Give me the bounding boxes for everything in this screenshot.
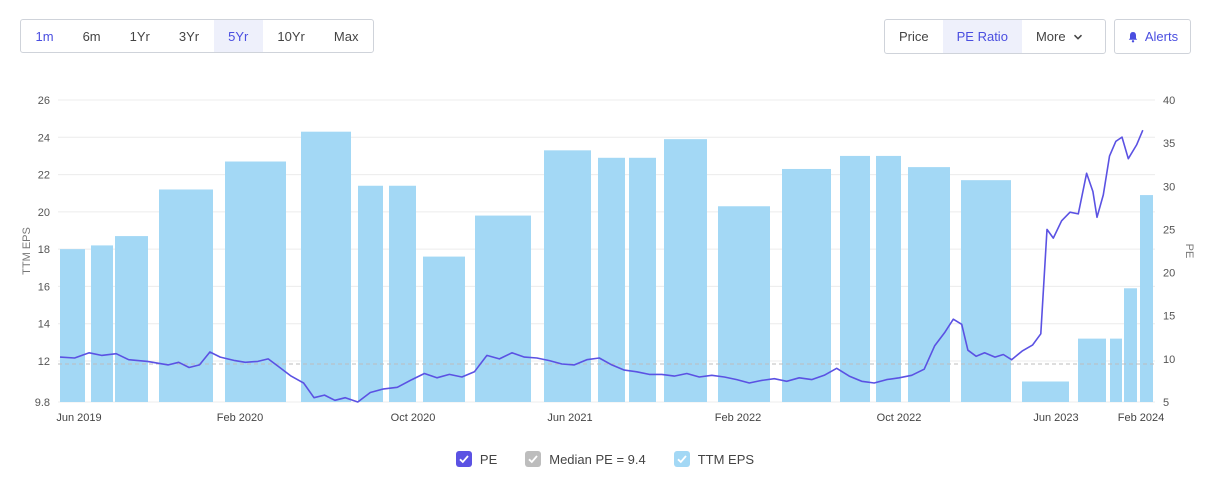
alerts-label: Alerts: [1144, 29, 1179, 44]
alerts-button[interactable]: Alerts: [1114, 19, 1191, 54]
right-axis: 5 10 15 20 25 30 35 40 PE: [1163, 95, 1195, 409]
range-5yr-button[interactable]: 5Yr: [213, 20, 263, 52]
checkbox-checked-icon: [455, 451, 472, 467]
right-axis-tick-label: 10: [1163, 354, 1175, 366]
legend-eps-label: TTM EPS: [697, 451, 755, 467]
right-axis-tick-label: 20: [1163, 268, 1175, 280]
right-axis-tick-label: 5: [1163, 397, 1169, 409]
eps-bar: [598, 157, 625, 402]
chevron-down-icon: [1073, 34, 1082, 40]
eps-bar: [389, 185, 416, 402]
left-axis-tick-label: 22: [38, 170, 50, 182]
x-axis-tick-label: Jun 2021: [547, 412, 592, 424]
eps-bar: [544, 150, 591, 402]
range-1m-button[interactable]: 1m: [35, 28, 54, 44]
right-axis-tick-label: 25: [1163, 224, 1175, 236]
x-axis-tick-label: Feb 2022: [715, 412, 761, 424]
right-axis-tick-label: 30: [1163, 181, 1175, 193]
more-label: More: [1035, 29, 1066, 44]
time-range-selector: 1m 6m 1Yr 3Yr 5Yr 10Yr Max: [20, 19, 374, 53]
checkbox-checked-icon: [673, 451, 690, 467]
range-10yr-button[interactable]: 10Yr: [277, 28, 305, 44]
x-axis-tick-label: Jun 2019: [56, 412, 101, 424]
eps-bar: [664, 139, 707, 403]
legend-median[interactable]: Median PE = 9.4: [525, 451, 646, 467]
left-axis-tick-label: 9.8: [35, 397, 50, 409]
bell-icon: [1128, 31, 1138, 42]
left-axis-tick-label: 24: [38, 132, 50, 144]
eps-bar: [1140, 195, 1153, 402]
pe-ratio-mode-button[interactable]: PE Ratio: [942, 20, 1022, 53]
right-axis-tick-label: 15: [1163, 311, 1175, 323]
checkbox-checked-icon: [525, 451, 542, 467]
left-axis-title: TTM EPS: [21, 227, 33, 275]
more-dropdown-button[interactable]: More: [1022, 20, 1097, 53]
x-axis: Jun 2019 Feb 2020 Oct 2020 Jun 2021 Feb 2022…: [56, 412, 1164, 424]
eps-bars: [60, 131, 1153, 403]
right-axis-tick-label: 35: [1163, 138, 1175, 150]
left-axis-tick-label: 20: [38, 207, 50, 219]
range-max-button[interactable]: Max: [333, 28, 359, 44]
eps-bar: [60, 249, 85, 402]
x-axis-tick-label: Oct 2022: [877, 412, 922, 424]
eps-bar: [908, 167, 950, 402]
legend-pe-label: PE: [479, 451, 498, 467]
eps-bar: [876, 155, 901, 402]
eps-bar: [782, 168, 831, 402]
eps-bar: [1124, 288, 1137, 402]
eps-bar: [1110, 338, 1122, 402]
left-axis-tick-label: 12: [38, 356, 50, 368]
x-axis-tick-label: Feb 2020: [217, 412, 263, 424]
eps-bar: [1078, 338, 1106, 402]
legend-pe[interactable]: PE: [455, 451, 498, 467]
chart-legend: PE Median PE = 9.4 TTM EPS: [0, 451, 1210, 467]
eps-bar: [301, 131, 351, 403]
price-mode-button[interactable]: Price: [899, 29, 929, 44]
pe-series-line: [59, 129, 1144, 403]
pe-eps-chart: 9.8 12 14 16 18 20 22 24 26 TTM EPS 5 10 15 20 25 30 35…: [21, 95, 1195, 424]
eps-bar: [961, 180, 1011, 402]
legend-median-label: Median PE = 9.4: [549, 451, 646, 467]
eps-bar: [358, 185, 383, 402]
left-axis: 9.8 12 14 16 18 20 22 24 26 TTM EPS: [21, 95, 50, 409]
pe-line: [59, 129, 1144, 403]
left-axis-tick-label: 26: [38, 95, 50, 107]
eps-bar: [475, 215, 531, 402]
x-axis-tick-label: Oct 2020: [391, 412, 436, 424]
range-6m-button[interactable]: 6m: [82, 28, 101, 44]
right-axis-tick-label: 40: [1163, 95, 1175, 107]
eps-bar: [423, 256, 465, 402]
eps-bar: [718, 206, 770, 402]
range-3yr-button[interactable]: 3Yr: [178, 28, 200, 44]
left-axis-tick-label: 14: [38, 319, 50, 331]
chart-mode-selector: Price PE Ratio More: [884, 19, 1106, 54]
eps-bar: [840, 155, 870, 402]
left-axis-tick-label: 18: [38, 244, 50, 256]
eps-bar: [629, 157, 656, 402]
eps-bar: [91, 245, 113, 402]
eps-bar: [1022, 381, 1069, 402]
eps-bar: [115, 236, 148, 402]
right-axis-title: PE: [1183, 244, 1195, 259]
x-axis-tick-label: Feb 2024: [1118, 412, 1164, 424]
legend-eps[interactable]: TTM EPS: [673, 451, 755, 467]
range-1yr-button[interactable]: 1Yr: [129, 28, 150, 44]
x-axis-tick-label: Jun 2023: [1033, 412, 1078, 424]
eps-bar: [159, 189, 213, 402]
left-axis-tick-label: 16: [38, 281, 50, 293]
